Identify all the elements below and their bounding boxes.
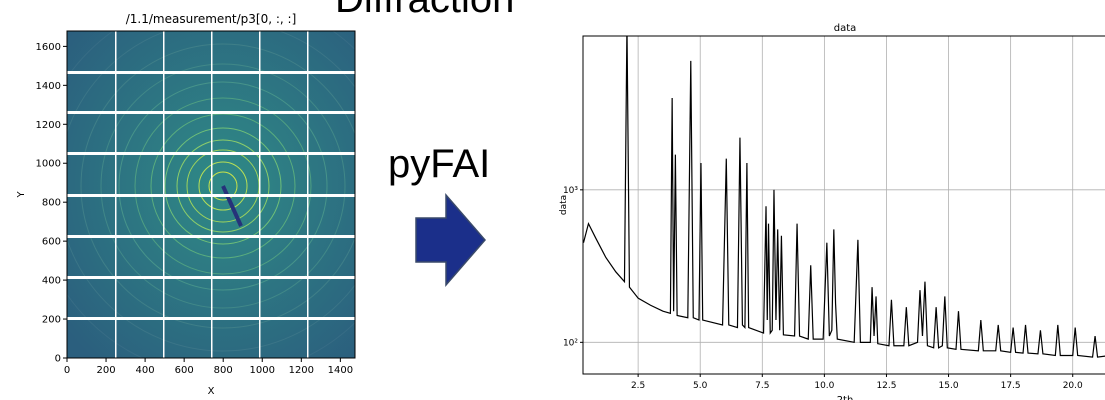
- y-tick-label: 600: [42, 237, 61, 248]
- x-tick-label: 800: [214, 365, 233, 376]
- y-tick-label: 0: [55, 354, 61, 365]
- x-tick-label: 400: [136, 365, 155, 376]
- arrow-label: pyFAI: [388, 142, 490, 186]
- heading: Diffraction: [335, 0, 514, 21]
- x-tick-label: 200: [97, 365, 116, 376]
- x-axis-label: X: [208, 386, 215, 397]
- detector-image: [67, 31, 355, 358]
- axes-frame: [582, 35, 1105, 375]
- arrow: [415, 192, 486, 288]
- x-tick-label: 2.5: [631, 381, 645, 391]
- y-tick-label: 1000: [36, 159, 61, 170]
- x-tick-label: 17.5: [1001, 381, 1021, 391]
- chart-title: /1.1/measurement/p3[0, :, :]: [126, 12, 297, 26]
- y-tick-label: 200: [42, 315, 61, 326]
- y-tick-label: 1600: [36, 42, 61, 53]
- x-tick-label: 1400: [328, 365, 353, 376]
- x-tick-label: 5.0: [693, 381, 708, 391]
- y-tick-label: 1200: [36, 120, 61, 131]
- axes-frame: [66, 30, 356, 359]
- y-tick-label: 10²: [563, 338, 578, 348]
- x-tick-label: 15.0: [939, 381, 959, 391]
- y-tick-label: 10³: [563, 186, 578, 196]
- y-tick-label: 400: [42, 276, 61, 287]
- x-axis-label: 2th: [837, 395, 854, 400]
- y-tick-label: 1400: [36, 81, 61, 92]
- data-line: [583, 36, 1105, 358]
- y-axis-label: data: [559, 195, 569, 215]
- y-tick-label: 800: [42, 198, 61, 209]
- plot-area: [583, 36, 1105, 358]
- x-tick-label: 7.5: [755, 381, 769, 391]
- y-axis-label: Y: [16, 191, 27, 199]
- x-tick-label: 1000: [250, 365, 275, 376]
- x-tick-label: 12.5: [876, 381, 896, 391]
- x-tick-label: 20.0: [1063, 381, 1083, 391]
- chart-title: data: [834, 23, 857, 34]
- x-tick-label: 600: [175, 365, 194, 376]
- x-tick-label: 1200: [289, 365, 314, 376]
- x-tick-label: 0: [64, 365, 70, 376]
- x-tick-label: 10.0: [814, 381, 834, 391]
